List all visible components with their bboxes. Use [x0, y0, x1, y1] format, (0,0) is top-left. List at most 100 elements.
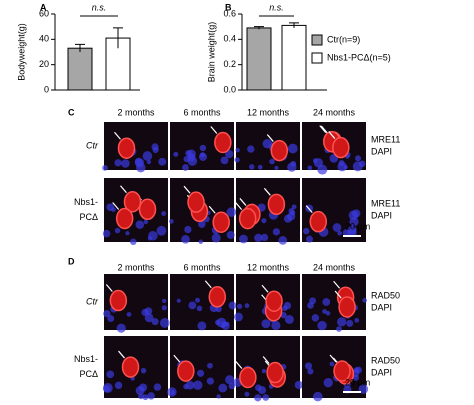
nucleus: [278, 236, 288, 245]
nucleus: [176, 298, 181, 303]
nucleus: [262, 394, 270, 401]
nucleus: [287, 143, 298, 154]
arrow: [208, 205, 216, 214]
arrow: [305, 205, 313, 214]
nucleus: [322, 298, 331, 306]
nucleus: [183, 156, 190, 163]
nucleus: [225, 149, 234, 159]
nucleus: [206, 377, 215, 385]
nucleus: [218, 383, 228, 393]
legend-swatch: [311, 52, 323, 64]
nucleus: [332, 223, 342, 232]
arrow: [114, 131, 121, 140]
nucleus: [167, 387, 177, 397]
arrow: [239, 198, 247, 206]
nucleus: [282, 305, 288, 312]
channel-label: DAPI: [371, 302, 392, 312]
nucleus: [362, 298, 367, 303]
panel-label: C: [68, 107, 75, 117]
cell: [138, 198, 157, 221]
cell: [208, 286, 227, 308]
arrow: [266, 134, 274, 142]
y-axis-label: Bodyweight(g): [16, 23, 26, 81]
row-label: PCΔ: [79, 212, 98, 222]
nucleus: [337, 161, 347, 172]
nucleus: [313, 391, 323, 402]
y-axis-label: Brain weight(g): [206, 22, 216, 83]
nucleus: [262, 138, 273, 149]
y-tick-label: 0.2: [223, 59, 236, 69]
column-label: 24 months: [313, 262, 356, 272]
y-tick-label: 0.0: [223, 84, 236, 94]
arrow: [261, 284, 269, 293]
significance-label: n.s.: [92, 2, 107, 12]
nucleus: [173, 151, 179, 157]
nucleus: [234, 157, 240, 163]
nucleus: [141, 308, 149, 317]
arrow: [173, 354, 181, 363]
row-label: Ctr: [86, 140, 99, 150]
cell: [214, 131, 232, 154]
nucleus: [284, 315, 294, 324]
nucleus: [134, 158, 145, 168]
nucleus: [337, 230, 343, 236]
y-tick-label: 0: [44, 84, 49, 94]
nucleus: [102, 383, 113, 393]
nucleus: [106, 203, 115, 211]
channel-label: MRE11: [371, 198, 400, 208]
nucleus: [169, 219, 174, 224]
nucleus: [349, 217, 359, 227]
nucleus: [358, 160, 366, 168]
panel-label: D: [68, 256, 75, 266]
nucleus: [197, 321, 207, 331]
nucleus: [228, 301, 237, 310]
arrow: [328, 131, 336, 139]
cell: [332, 136, 350, 159]
nucleus: [336, 326, 342, 332]
nucleus: [312, 158, 318, 164]
nucleus: [226, 231, 235, 239]
nucleus: [352, 374, 359, 381]
nucleus: [322, 309, 327, 314]
nucleus: [151, 318, 159, 326]
nucleus: [102, 165, 108, 171]
bar: [281, 24, 307, 91]
cell: [123, 191, 142, 213]
error-bar: [113, 27, 123, 49]
nucleus: [346, 319, 354, 327]
arrow: [112, 202, 120, 210]
nucleus: [147, 236, 153, 241]
nucleus: [239, 234, 248, 244]
nucleus: [329, 361, 335, 367]
nucleus: [237, 303, 243, 309]
nucleus: [257, 164, 263, 170]
cell: [187, 191, 205, 213]
column-label: 6 months: [183, 262, 221, 272]
nucleus: [156, 225, 167, 236]
nucleus: [255, 384, 262, 391]
cell: [267, 193, 286, 216]
cell: [115, 207, 134, 230]
nucleus: [354, 317, 360, 323]
nucleus: [181, 234, 190, 244]
nucleus: [234, 312, 243, 322]
nucleus: [106, 370, 115, 379]
nucleus: [116, 323, 126, 333]
nucleus: [226, 207, 237, 217]
error-bar: [75, 43, 85, 52]
nucleus: [114, 381, 123, 390]
nucleus: [211, 233, 221, 243]
nucleus: [347, 227, 357, 238]
nucleus: [216, 317, 227, 328]
nucleus: [337, 317, 347, 327]
nucleus: [225, 375, 235, 385]
nucleus: [307, 302, 314, 309]
nucleus: [196, 369, 205, 377]
nucleus: [102, 229, 111, 238]
cell: [121, 356, 140, 378]
nucleus: [294, 380, 304, 390]
cell: [338, 296, 356, 318]
nucleus: [199, 144, 207, 152]
nucleus: [114, 159, 122, 167]
